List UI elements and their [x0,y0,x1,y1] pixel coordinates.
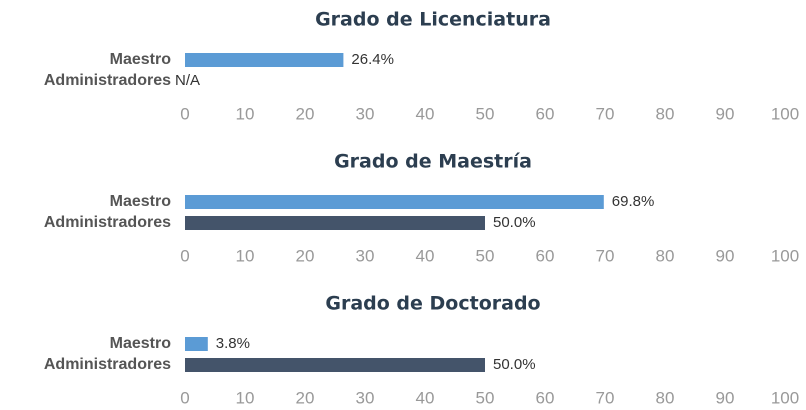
x-tick-label: 10 [236,246,255,265]
bar [185,337,208,351]
x-tick-label: 10 [236,104,255,123]
x-tick-label: 100 [771,104,799,123]
x-tick-label: 70 [596,246,615,265]
x-tick-label: 60 [536,388,555,407]
value-label: 50.0% [493,214,536,231]
category-label: Administradores [44,214,171,231]
x-tick-label: 30 [356,246,375,265]
x-tick-label: 70 [596,104,615,123]
value-label: 69.8% [612,193,655,210]
x-tick-label: 50 [476,246,495,265]
x-tick-label: 90 [716,246,735,265]
x-tick-label: 60 [536,104,555,123]
x-tick-label: 40 [416,104,435,123]
x-tick-label: 80 [656,388,675,407]
x-tick-label: 10 [236,388,255,407]
bar [185,195,604,209]
x-tick-label: 0 [180,246,189,265]
x-tick-label: 20 [296,388,315,407]
x-tick-label: 40 [416,388,435,407]
category-label: Maestro [110,193,172,210]
x-tick-label: 0 [180,388,189,407]
x-tick-label: 50 [476,104,495,123]
bar [185,53,344,67]
chart-title: Grado de Licenciatura [315,9,551,31]
value-label: 3.8% [216,335,250,352]
bar [185,216,485,230]
value-label: 26.4% [351,51,394,68]
x-tick-label: 20 [296,246,315,265]
x-tick-label: 30 [356,104,375,123]
x-tick-label: 90 [716,388,735,407]
x-tick-label: 20 [296,104,315,123]
x-tick-label: 80 [656,246,675,265]
category-label: Administradores [44,72,171,89]
value-label: N/A [175,72,200,89]
chart-title: Grado de Maestría [334,151,532,173]
chart-title: Grado de Doctorado [325,293,540,315]
x-tick-label: 80 [656,104,675,123]
x-tick-label: 50 [476,388,495,407]
category-label: Maestro [110,335,172,352]
x-tick-label: 40 [416,246,435,265]
x-tick-label: 60 [536,246,555,265]
x-tick-label: 70 [596,388,615,407]
category-label: Administradores [44,356,171,373]
value-label: 50.0% [493,356,536,373]
x-tick-label: 30 [356,388,375,407]
category-label: Maestro [110,51,172,68]
x-tick-label: 100 [771,246,799,265]
x-tick-label: 0 [180,104,189,123]
x-tick-label: 90 [716,104,735,123]
x-tick-label: 100 [771,388,799,407]
bar [185,358,485,372]
